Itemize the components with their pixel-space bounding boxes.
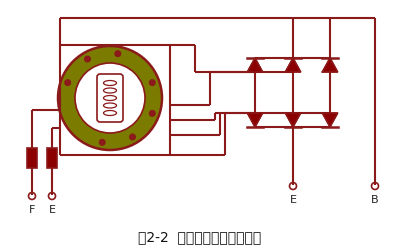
Polygon shape xyxy=(322,58,338,72)
Circle shape xyxy=(130,134,135,140)
Polygon shape xyxy=(247,113,263,127)
Circle shape xyxy=(150,110,155,116)
Bar xyxy=(27,148,37,168)
Text: E: E xyxy=(48,205,56,215)
Circle shape xyxy=(58,46,162,150)
Text: B: B xyxy=(371,195,379,205)
Circle shape xyxy=(99,140,105,145)
Polygon shape xyxy=(247,58,263,72)
Polygon shape xyxy=(322,113,338,127)
Bar xyxy=(47,148,57,168)
Circle shape xyxy=(75,63,145,133)
Polygon shape xyxy=(285,58,301,72)
FancyBboxPatch shape xyxy=(97,74,123,122)
Text: 图2-2  交流发电机工作原理图: 图2-2 交流发电机工作原理图 xyxy=(138,230,262,244)
Text: F: F xyxy=(29,205,35,215)
Circle shape xyxy=(115,51,121,57)
Text: E: E xyxy=(290,195,296,205)
Polygon shape xyxy=(285,113,301,127)
Circle shape xyxy=(150,80,155,86)
Circle shape xyxy=(85,56,90,62)
Circle shape xyxy=(65,80,70,86)
